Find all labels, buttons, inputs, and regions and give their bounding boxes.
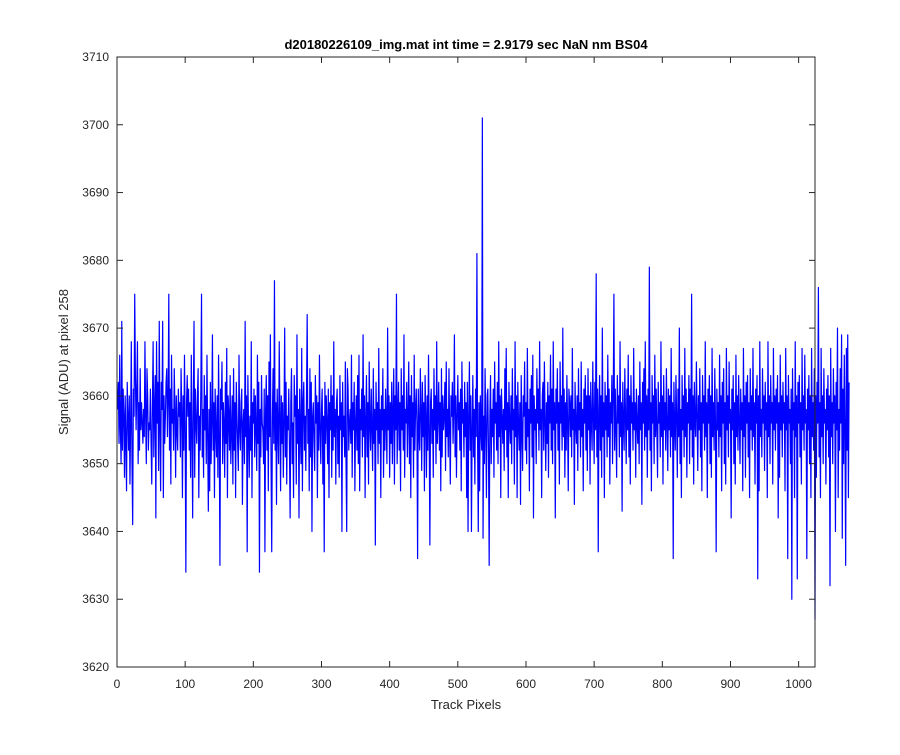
- x-tick-label-300: 300: [311, 677, 331, 691]
- y-tick-label-3680: 3680: [82, 253, 109, 267]
- plot-area: [117, 57, 815, 667]
- y-tick-label-3640: 3640: [82, 524, 109, 538]
- plot-frame: [116, 56, 816, 668]
- y-tick-label-3690: 3690: [82, 186, 109, 200]
- x-tick-label-400: 400: [380, 677, 400, 691]
- y-tick-label-3700: 3700: [82, 118, 109, 132]
- y-tick-label-3660: 3660: [82, 389, 109, 403]
- x-tick-label-0: 0: [114, 677, 121, 691]
- y-axis-label: Signal (ADU) at pixel 258: [56, 289, 71, 435]
- x-axis-ticks: 0 100 200 300 400 500 600 700 800 900 1000: [114, 57, 812, 691]
- series-line-1: [117, 117, 850, 621]
- x-tick-label-500: 500: [448, 677, 468, 691]
- x-tick-label-600: 600: [516, 677, 536, 691]
- x-axis-label: Track Pixels: [431, 697, 502, 712]
- y-tick-label-3670: 3670: [82, 321, 109, 335]
- x-tick-label-800: 800: [652, 677, 672, 691]
- y-tick-label-3620: 3620: [82, 660, 109, 674]
- y-axis-ticks: 3620 3630 3640 3650 3660 3670 3680 3690 3700 3710: [82, 50, 815, 674]
- y-tick-label-3650: 3650: [82, 457, 109, 471]
- series-layer: [117, 117, 850, 621]
- chart-title: d20180226109_img.mat int time = 2.9179 s…: [284, 37, 648, 52]
- x-tick-label-1000: 1000: [785, 677, 812, 691]
- y-tick-label-3710: 3710: [82, 50, 109, 64]
- x-tick-label-900: 900: [720, 677, 740, 691]
- x-tick-label-700: 700: [584, 677, 604, 691]
- x-tick-label-100: 100: [175, 677, 195, 691]
- y-tick-label-3630: 3630: [82, 592, 109, 606]
- x-tick-label-200: 200: [243, 677, 263, 691]
